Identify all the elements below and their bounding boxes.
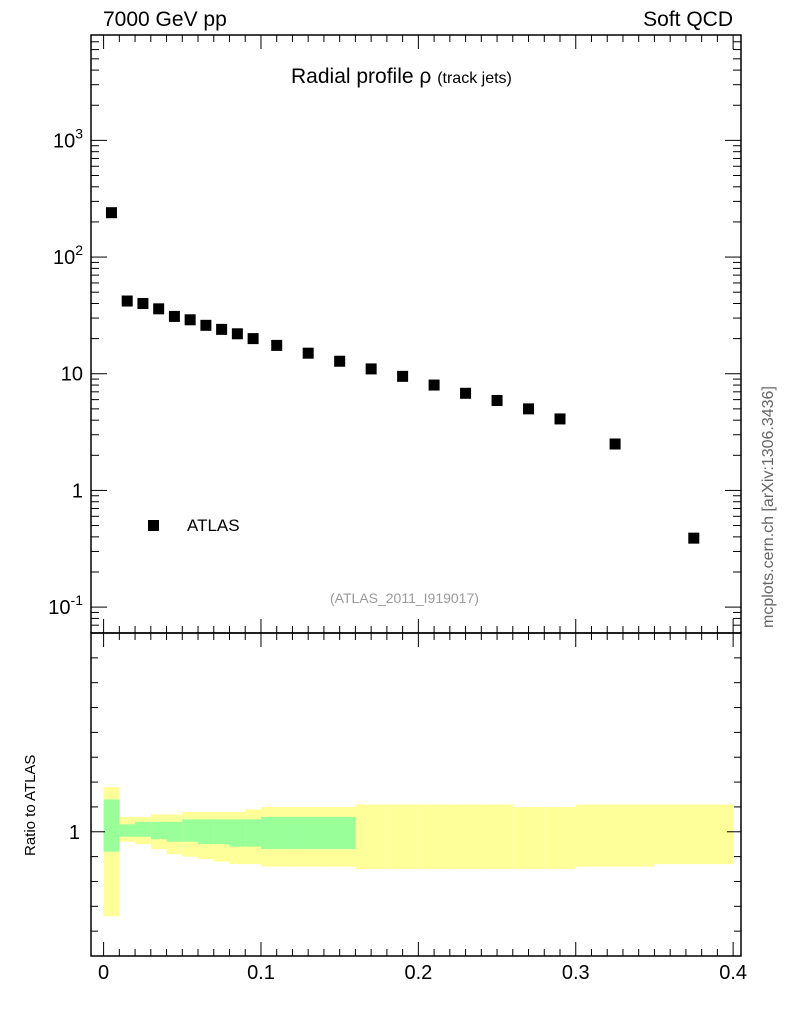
- y-tick-label: 102: [53, 242, 83, 269]
- x-tick-label: 0.1: [247, 962, 275, 984]
- atlas-data-point: [105, 207, 117, 219]
- y-tick-label: 1: [72, 480, 83, 502]
- ratio-y-axis-label: Ratio to ATLAS: [22, 754, 39, 856]
- atlas-data-point: [334, 355, 346, 367]
- atlas-data-point: [523, 403, 535, 415]
- collision-label: 7000 GeV pp: [103, 8, 227, 31]
- atlas-data-point: [271, 339, 283, 351]
- legend-label: ATLAS: [187, 516, 240, 535]
- process-label: Soft QCD: [643, 8, 733, 31]
- y-tick-label: 10: [61, 364, 83, 386]
- outer-uncertainty-band-segment: [449, 804, 482, 870]
- atlas-data-point: [121, 295, 133, 307]
- main-frame: [90, 34, 742, 634]
- analysis-id: (ATLAS_2011_I919017): [330, 590, 479, 606]
- outer-uncertainty-band-segment: [386, 804, 419, 870]
- atlas-data-point: [428, 379, 440, 391]
- atlas-data-point: [554, 413, 566, 425]
- outer-uncertainty-band-segment: [654, 804, 734, 865]
- atlas-data-point: [184, 314, 196, 326]
- atlas-data-point: [397, 370, 409, 382]
- inner-uncertainty-band-segment: [135, 821, 151, 837]
- atlas-data-point: [137, 297, 149, 309]
- atlas-data-point: [168, 310, 180, 322]
- atlas-data-point: [609, 438, 621, 450]
- y-tick-label: 103: [53, 125, 83, 152]
- inner-uncertainty-band-segment: [229, 819, 246, 847]
- atlas-data-point: [365, 363, 377, 375]
- outer-uncertainty-band-segment: [512, 806, 545, 870]
- main-axis-ticks: 10-1 1 10 102 103: [48, 34, 741, 634]
- inner-uncertainty-band-segment: [260, 816, 293, 850]
- atlas-data-point: [231, 328, 243, 340]
- inner-uncertainty-band-segment: [198, 819, 214, 845]
- ratio-bands: [103, 787, 734, 917]
- atlas-data-point: [153, 303, 165, 315]
- atlas-data-point: [460, 387, 472, 399]
- atlas-data-point: [247, 333, 259, 345]
- ratio-y-tick-label: 1: [69, 822, 80, 844]
- atlas-data-point: [216, 323, 228, 335]
- atlas-data-point: [491, 394, 503, 406]
- x-tick-label: 0.2: [404, 962, 432, 984]
- ratio-axis-ticks: 0 0.1 0.2 0.3 0.4 1: [69, 633, 747, 984]
- inner-uncertainty-band-segment: [166, 821, 183, 842]
- x-tick-label: 0: [98, 962, 109, 984]
- outer-uncertainty-band-segment: [575, 804, 655, 867]
- legend-marker: [148, 520, 159, 531]
- atlas-data-point: [200, 319, 212, 331]
- outer-uncertainty-band-segment: [355, 804, 387, 870]
- atlas-data-point: [688, 532, 700, 544]
- inner-uncertainty-band-segment: [182, 819, 199, 842]
- x-tick-label: 0.3: [562, 962, 590, 984]
- source-label: mcplots.cern.ch [arXiv:1306.3436]: [760, 386, 777, 628]
- ratio-frame: [90, 632, 742, 957]
- inner-uncertainty-band-segment: [323, 816, 356, 850]
- inner-uncertainty-band-segment: [150, 821, 167, 840]
- plot-title-sub: (track jets): [437, 70, 512, 87]
- inner-uncertainty-band-segment: [103, 799, 120, 852]
- outer-uncertainty-band-segment: [544, 806, 576, 870]
- inner-uncertainty-band-segment: [292, 816, 324, 850]
- inner-uncertainty-band-segment: [245, 819, 261, 847]
- outer-uncertainty-band-segment: [481, 804, 513, 870]
- atlas-data-point: [302, 347, 314, 359]
- x-tick-label: 0.4: [719, 962, 747, 984]
- atlas-markers: [105, 207, 700, 544]
- plot-title: Radial profile ρ (track jets): [291, 65, 512, 89]
- outer-uncertainty-band-segment: [418, 804, 450, 870]
- inner-uncertainty-band-segment: [119, 824, 136, 837]
- plot-title-main: Radial profile ρ: [291, 65, 432, 88]
- inner-uncertainty-band-segment: [213, 819, 230, 845]
- y-tick-label: 10-1: [48, 592, 83, 619]
